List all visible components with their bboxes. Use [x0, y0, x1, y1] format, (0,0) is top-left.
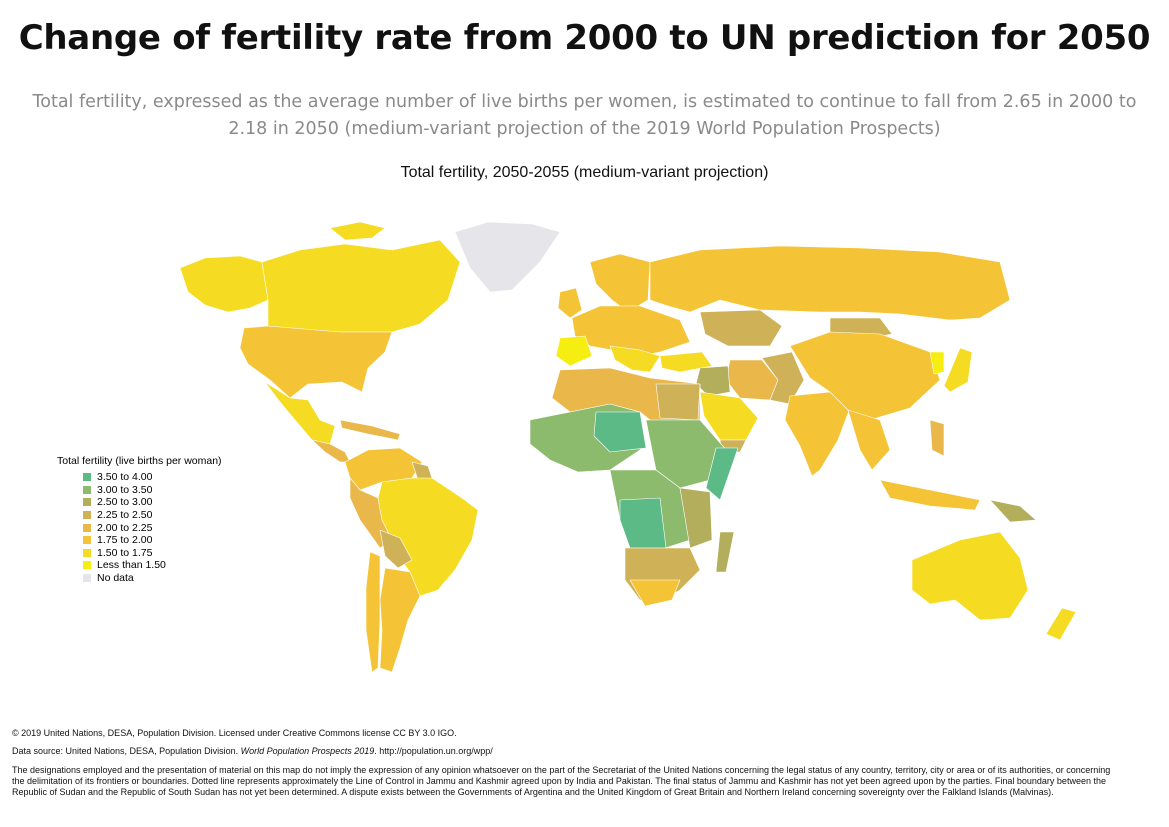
legend-label: 2.25 to 2.50 [97, 509, 153, 522]
region-indonesia [879, 479, 981, 511]
region-greenland [454, 221, 561, 293]
region-new-zealand [1045, 607, 1077, 641]
legend-item: Less than 1.50 [83, 559, 222, 572]
legend-label: 1.75 to 2.00 [97, 534, 153, 547]
disclaimer-text: The designations employed and the presen… [12, 765, 1111, 797]
region-egypt [655, 383, 701, 421]
region-turkey [659, 351, 713, 373]
data-source-prefix: Data source: United Nations, DESA, Popul… [12, 746, 239, 756]
region-south-africa [629, 579, 681, 607]
region-canada-islands [329, 221, 386, 241]
region-uk-ireland [557, 287, 583, 319]
legend-label: 3.50 to 4.00 [97, 471, 153, 484]
legend-item: 3.00 to 3.50 [83, 484, 222, 497]
region-scandinavia [589, 253, 651, 313]
legend-swatch [83, 485, 91, 494]
region-bolivia [379, 529, 413, 569]
data-source-title: World Population Prospects 2019 [240, 746, 375, 756]
data-source-suffix: . http://population.un.org/wpp/ [374, 746, 493, 756]
region-usa [239, 325, 393, 399]
legend-label: No data [97, 572, 134, 585]
region-japan [943, 347, 973, 393]
region-somalia [705, 447, 739, 501]
region-iberia [555, 335, 593, 367]
legend-swatch [83, 523, 91, 532]
legend-swatch [83, 561, 91, 570]
region-india [784, 391, 851, 477]
legend-label: 2.00 to 2.25 [97, 521, 153, 534]
region-papua [989, 499, 1037, 523]
region-southeast-asia [847, 409, 891, 471]
region-guyana [411, 461, 433, 481]
legend-label: 1.50 to 1.75 [97, 546, 153, 559]
data-source: Data source: United Nations, DESA, Popul… [12, 746, 1112, 757]
copyright-notice: © 2019 United Nations, DESA, Population … [12, 728, 457, 738]
region-philippines [929, 419, 945, 457]
legend-swatch [83, 511, 91, 520]
legend-item: 1.50 to 1.75 [83, 547, 222, 560]
legend-label: Less than 1.50 [97, 559, 166, 572]
region-brazil [377, 477, 479, 597]
region-kazakhstan [699, 309, 783, 347]
region-argentina [379, 567, 421, 673]
legend-item: 2.25 to 2.50 [83, 509, 222, 522]
page-subtitle: Total fertility, expressed as the averag… [32, 92, 1137, 139]
legend-swatch [83, 574, 91, 583]
region-caribbean [339, 419, 401, 441]
legend-swatch [83, 536, 91, 545]
legend-item: No data [83, 572, 222, 585]
region-niger-chad [593, 411, 647, 453]
legend-label: 3.00 to 3.50 [97, 483, 153, 496]
region-alaska [179, 255, 269, 313]
region-congo [619, 497, 667, 549]
page-title: Change of fertility rate from 2000 to UN… [18, 18, 1151, 58]
region-mexico [264, 381, 336, 445]
region-madagascar [715, 531, 735, 573]
legend-item: 2.00 to 2.25 [83, 521, 222, 534]
region-canada [261, 239, 461, 333]
region-chile [365, 551, 381, 673]
legend-item: 1.75 to 2.00 [83, 534, 222, 547]
map-footer: © 2019 United Nations, DESA, Population … [12, 728, 1112, 805]
legend-item: 2.50 to 3.00 [83, 496, 222, 509]
region-iraq-syria [695, 365, 731, 397]
region-central-america [311, 439, 351, 463]
legend-item: 3.50 to 4.00 [83, 471, 222, 484]
region-russia [649, 245, 1011, 321]
map-title: Total fertility, 2050-2055 (medium-varia… [400, 164, 769, 181]
region-italy-balkans [609, 345, 661, 373]
legend-label: 2.50 to 3.00 [97, 496, 153, 509]
region-east-africa [679, 487, 713, 549]
region-australia [911, 531, 1029, 621]
region-china [789, 331, 941, 421]
legend-swatch [83, 498, 91, 507]
map-legend: Total fertility (live births per woman) … [57, 455, 222, 584]
region-korea [929, 351, 945, 375]
legend-swatch [83, 548, 91, 557]
legend-swatch [83, 473, 91, 482]
legend-title: Total fertility (live births per woman) [57, 455, 222, 467]
